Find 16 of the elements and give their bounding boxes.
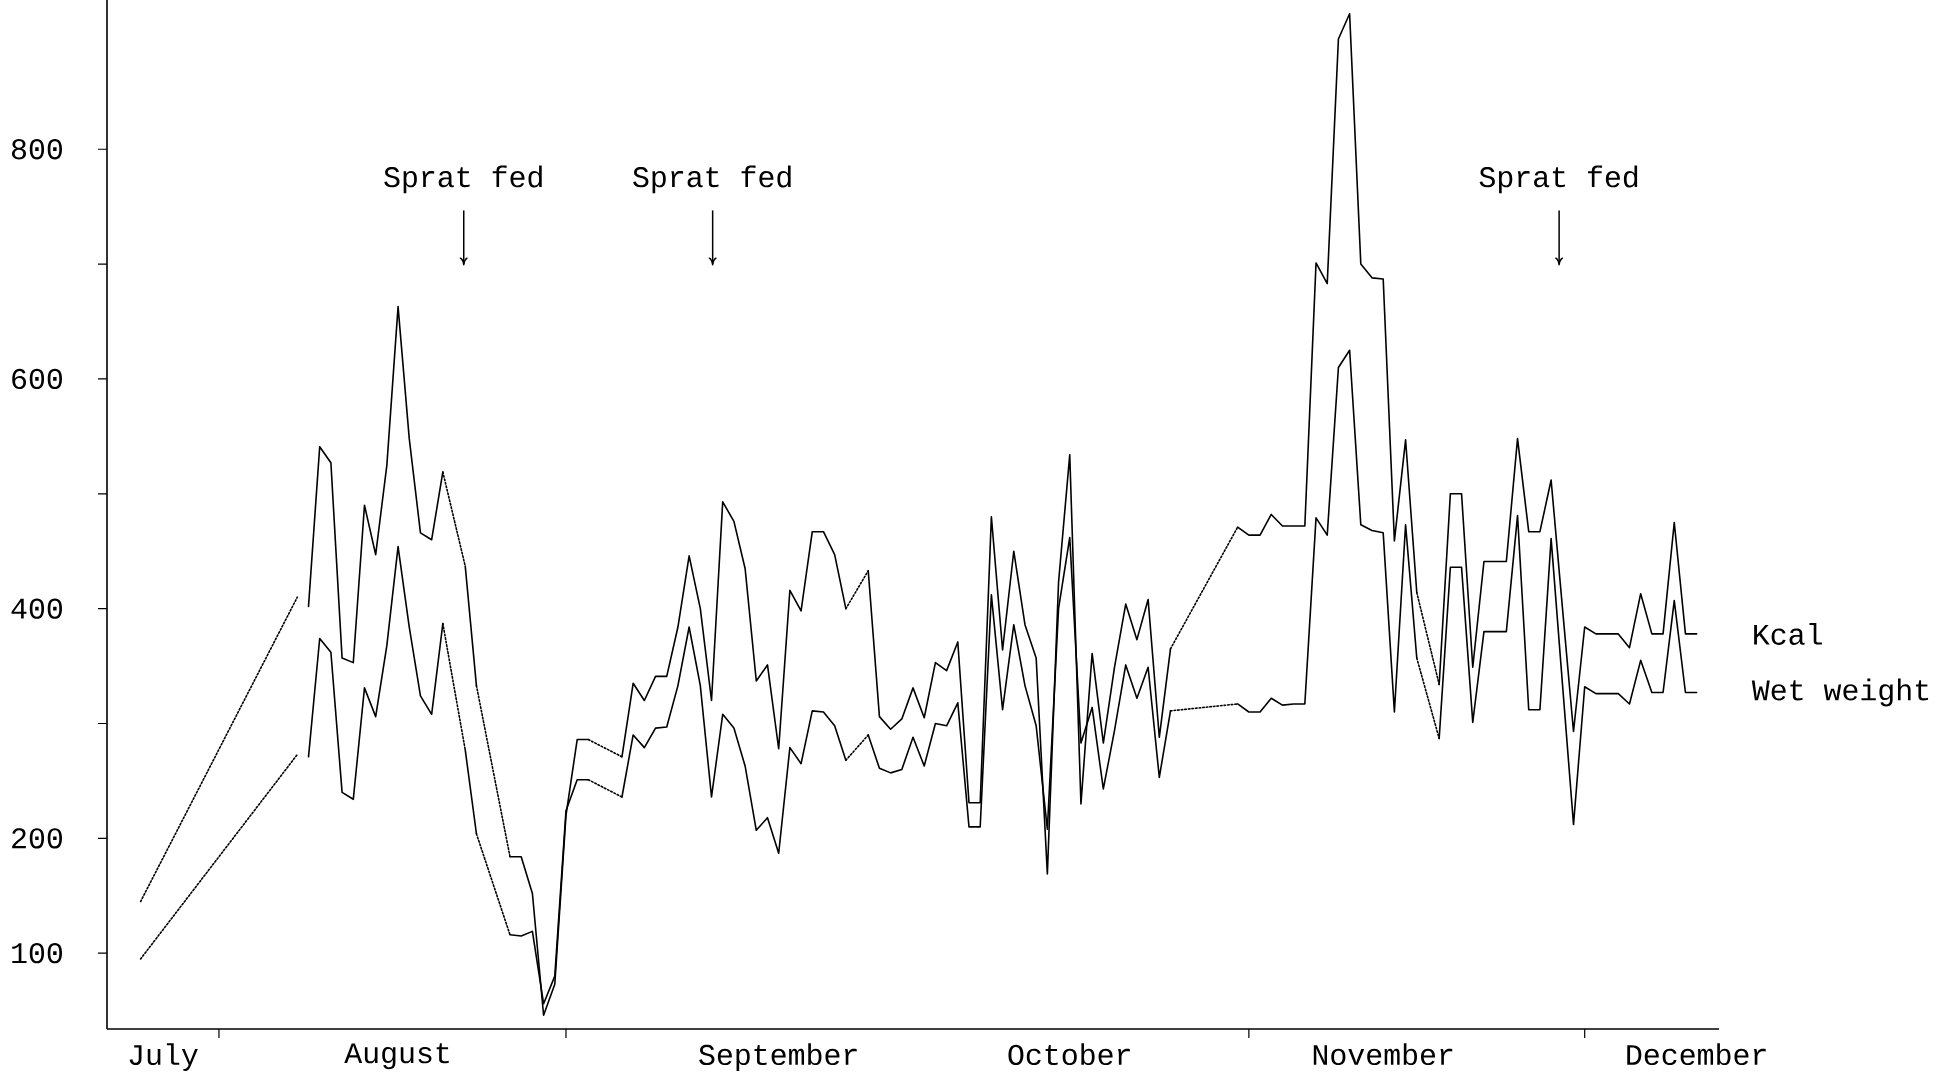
x-tick-label: December — [1627, 1043, 1766, 1066]
series-label: Wet weight — [1751, 678, 1929, 707]
y-tick-label: 400 — [11, 598, 62, 619]
y-tick-label: 200 — [12, 828, 62, 849]
y-tick-label: 800 — [11, 139, 62, 160]
x-tick-label: October — [1008, 1043, 1130, 1066]
x-tick-label: November — [1313, 1043, 1453, 1066]
x-tick-label: September — [699, 1043, 857, 1072]
annotation: Sprat fed — [633, 165, 791, 194]
series-label: Kcal — [1754, 622, 1822, 645]
x-tick-label: July — [129, 1043, 198, 1072]
annotation: Sprat fed — [384, 165, 542, 194]
y-tick-label: 100 — [12, 943, 62, 964]
annotation: Sprat fed — [1479, 165, 1638, 194]
y-tick-label: 600 — [12, 368, 62, 390]
x-tick-label: August — [344, 1043, 449, 1070]
